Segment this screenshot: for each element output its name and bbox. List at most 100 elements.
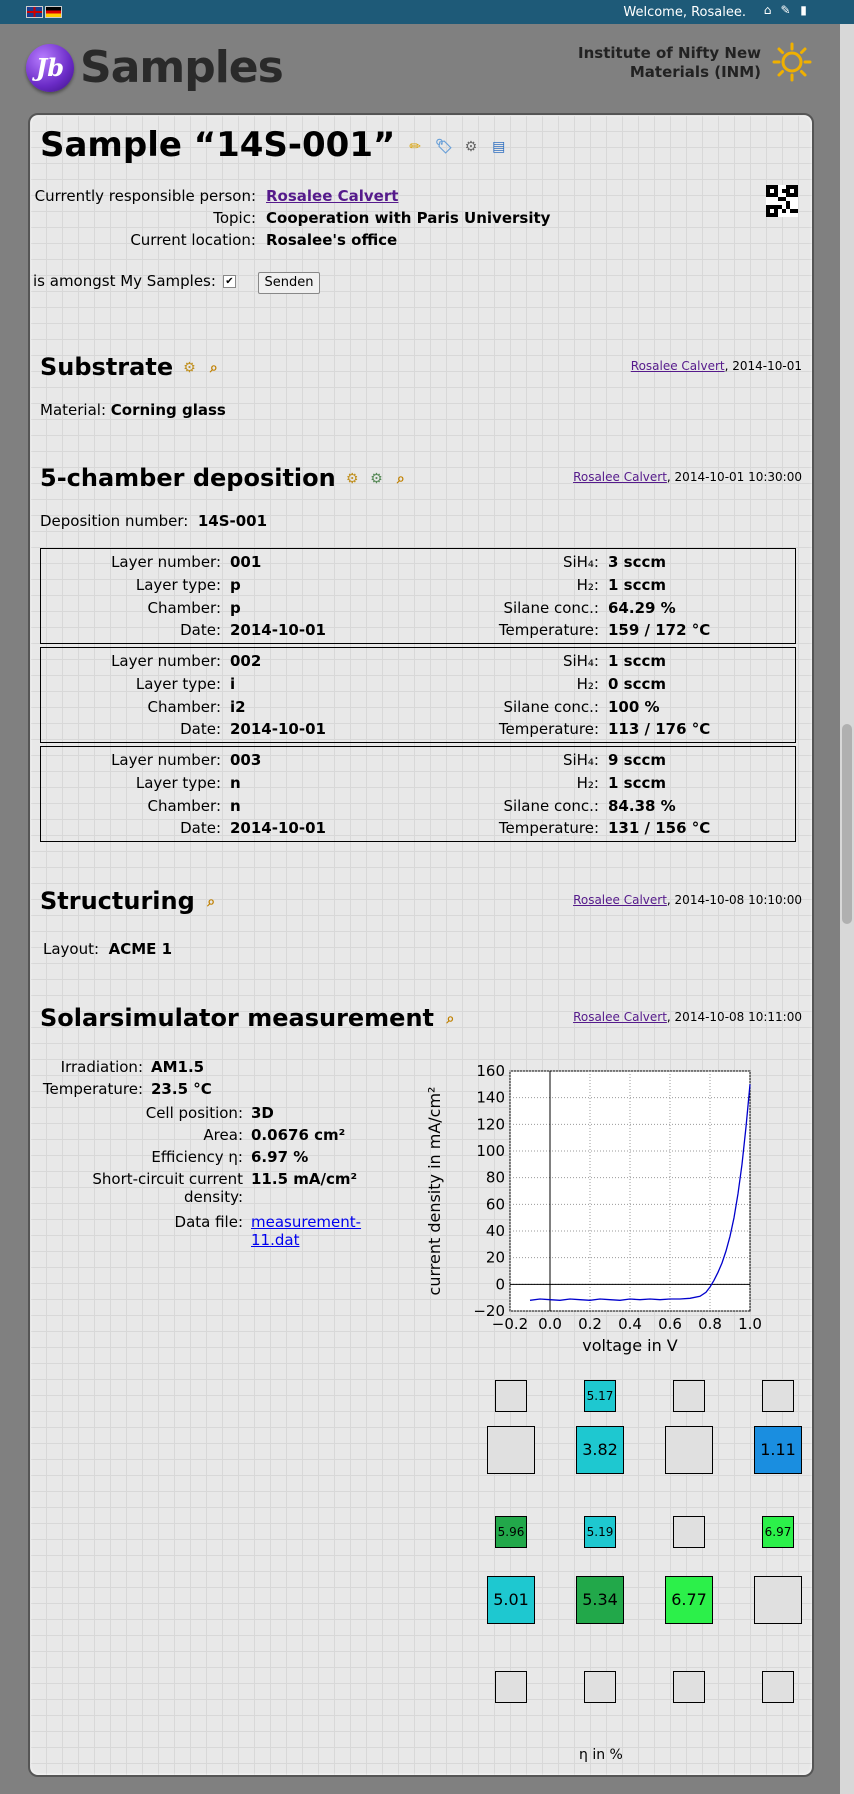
settings-icon[interactable]: ✎ — [780, 3, 791, 17]
silane-value: 84.38 % — [608, 797, 676, 815]
cell-map-cell[interactable]: 3.82 — [576, 1426, 624, 1474]
temperature-value: 131 / 156 °C — [608, 819, 711, 837]
cell-map-cell[interactable]: 5.17 — [584, 1380, 616, 1412]
structuring-operator-link[interactable]: Rosalee Calvert — [573, 893, 667, 907]
cell-map-cell[interactable] — [673, 1516, 705, 1548]
home-icon[interactable]: ⌂ — [763, 3, 772, 17]
qr-code-icon[interactable] — [766, 185, 798, 217]
cell-map-cell[interactable]: 5.01 — [487, 1576, 535, 1624]
gear-add-icon[interactable]: ⚙ — [464, 138, 478, 155]
substrate-operator-link[interactable]: Rosalee Calvert — [630, 359, 725, 373]
chamber-label: Chamber: — [147, 698, 222, 716]
y-tick-label: 20 — [486, 1249, 505, 1267]
deposition-operator-link[interactable]: Rosalee Calvert — [573, 470, 667, 484]
temperature-label: Temperature: — [42, 1080, 143, 1098]
cell-map-cell[interactable] — [673, 1671, 705, 1703]
magnifier-icon[interactable]: ⌕ — [446, 1011, 455, 1027]
cell-map-cell[interactable]: 5.96 — [495, 1516, 527, 1548]
institute-name: Institute of Nifty New Materials (INM) — [578, 44, 761, 82]
cell-map-cell[interactable] — [665, 1426, 713, 1474]
y-axis-label: current density in mA/cm² — [425, 1087, 444, 1296]
responsible-label: Currently responsible person: — [34, 187, 256, 205]
x-tick-label: 0.4 — [618, 1315, 642, 1333]
x-tick-label: 0.8 — [698, 1315, 722, 1333]
scrollbar[interactable] — [840, 24, 854, 1794]
magnifier-icon[interactable]: ⌕ — [396, 471, 405, 487]
chamber-value: n — [230, 797, 241, 815]
y-tick-label: 80 — [486, 1169, 505, 1187]
deposition-number-row: Deposition number: 14S-001 — [40, 512, 267, 530]
jsc-label-line-1: Short-circuit current — [92, 1170, 243, 1188]
table-export-icon[interactable]: ▤ — [492, 138, 506, 155]
data-file-link-line-2[interactable]: 11.dat — [251, 1231, 300, 1249]
cell-map-cell[interactable] — [495, 1671, 527, 1703]
sih4-label: SiH₄: — [562, 652, 599, 670]
gear-add-icon[interactable]: ⚙ — [370, 471, 383, 487]
logo-text[interactable]: Samples — [80, 42, 284, 93]
substrate-date: , 2014-10-01 — [724, 359, 802, 373]
cell-map-cell[interactable] — [673, 1380, 705, 1412]
gear-edit-icon[interactable]: ⚙ — [183, 360, 196, 376]
chart-plot-group: −0.2 0.0 0.2 0.4 0.6 0.8 1.0 −20 0 20 40 60 80 100 120… — [425, 1062, 762, 1355]
cell-map-cell[interactable]: 5.19 — [584, 1516, 616, 1548]
institute-line-1: Institute of Nifty New — [578, 44, 761, 62]
data-file-link[interactable]: measurement- 11.dat — [251, 1213, 361, 1249]
english-flag-icon[interactable] — [26, 6, 43, 18]
sih4-value: 9 sccm — [608, 751, 667, 769]
h2-value: 0 sccm — [608, 675, 667, 693]
cell-map-cell[interactable] — [762, 1380, 794, 1412]
area-label: Area: — [203, 1126, 243, 1144]
layer-type-value: n — [230, 774, 241, 792]
cell-map-cell[interactable] — [762, 1671, 794, 1703]
submit-button[interactable]: Senden — [258, 272, 320, 294]
scrollbar-thumb[interactable] — [842, 724, 852, 924]
german-flag-icon[interactable] — [45, 6, 62, 18]
irradiation-value: AM1.5 — [151, 1058, 205, 1076]
institute-line-2: Materials (INM) — [629, 63, 761, 81]
cell-position-value: 3D — [251, 1104, 274, 1122]
area-value: 0.0676 cm² — [251, 1126, 346, 1144]
responsible-person-link[interactable]: Rosalee Calvert — [266, 187, 399, 205]
layout-value: ACME 1 — [108, 940, 173, 958]
iv-curve-chart: −0.2 0.0 0.2 0.4 0.6 0.8 1.0 −20 0 20 40 60 80 100 120… — [425, 1062, 762, 1355]
solarsim-date: , 2014-10-08 10:11:00 — [666, 1010, 802, 1024]
data-file-link-line-1[interactable]: measurement- — [251, 1213, 362, 1231]
temperature-label: Temperature: — [498, 720, 599, 738]
solarsim-operator-link[interactable]: Rosalee Calvert — [573, 1010, 667, 1024]
data-file-label: Data file: — [174, 1213, 243, 1231]
y-tick-label: 40 — [486, 1222, 505, 1240]
cell-map-cell[interactable] — [754, 1576, 802, 1624]
gear-edit-icon[interactable]: ⚙ — [345, 471, 359, 487]
magnifier-icon[interactable]: ⌕ — [209, 360, 218, 376]
silane-label: Silane conc.: — [503, 698, 599, 716]
h2-value: 1 sccm — [608, 774, 667, 792]
sample-title-text: Sample “14S-001” — [40, 125, 396, 165]
cell-map-cell[interactable]: 5.34 — [576, 1576, 624, 1624]
logo-badge[interactable]: Jb — [26, 44, 74, 92]
location-value: Rosalee's office — [266, 231, 398, 249]
magnifier-icon[interactable]: ⌕ — [207, 894, 216, 910]
layer-type-label: Layer type: — [135, 675, 221, 693]
date-value: 2014-10-01 — [230, 720, 326, 738]
cell-map-cell[interactable] — [495, 1380, 527, 1412]
cell-map-cell[interactable] — [584, 1671, 616, 1703]
sun-logo-icon — [772, 42, 812, 82]
tag-icon[interactable]: 🏷 — [435, 138, 453, 155]
cell-map-cell[interactable]: 6.77 — [665, 1576, 713, 1624]
header: Jb Samples Institute of Nifty New Materi… — [0, 24, 854, 114]
material-row: Material: Corning glass — [40, 401, 226, 419]
x-tick-label: 1.0 — [738, 1315, 762, 1333]
y-tick-label: 60 — [486, 1195, 505, 1213]
layer-type-label: Layer type: — [135, 576, 221, 594]
cell-map-cell[interactable]: 6.97 — [762, 1516, 794, 1548]
cell-map-cell[interactable]: 1.11 — [754, 1426, 802, 1474]
my-samples-checkbox[interactable]: ✔ — [223, 275, 236, 288]
layer-box: Layer number: 001 Layer type: p Chamber:… — [40, 548, 796, 644]
solarsim-meta: Rosalee Calvert, 2014-10-08 10:11:00 — [573, 1010, 802, 1024]
layer-number-value: 001 — [230, 553, 262, 571]
y-tick-label: 140 — [476, 1089, 505, 1107]
logout-icon[interactable]: ▮ — [800, 3, 807, 17]
edit-pencil-icon[interactable]: ✏ — [409, 138, 422, 155]
cell-map-cell[interactable] — [487, 1426, 535, 1474]
date-label: Date: — [180, 720, 221, 738]
